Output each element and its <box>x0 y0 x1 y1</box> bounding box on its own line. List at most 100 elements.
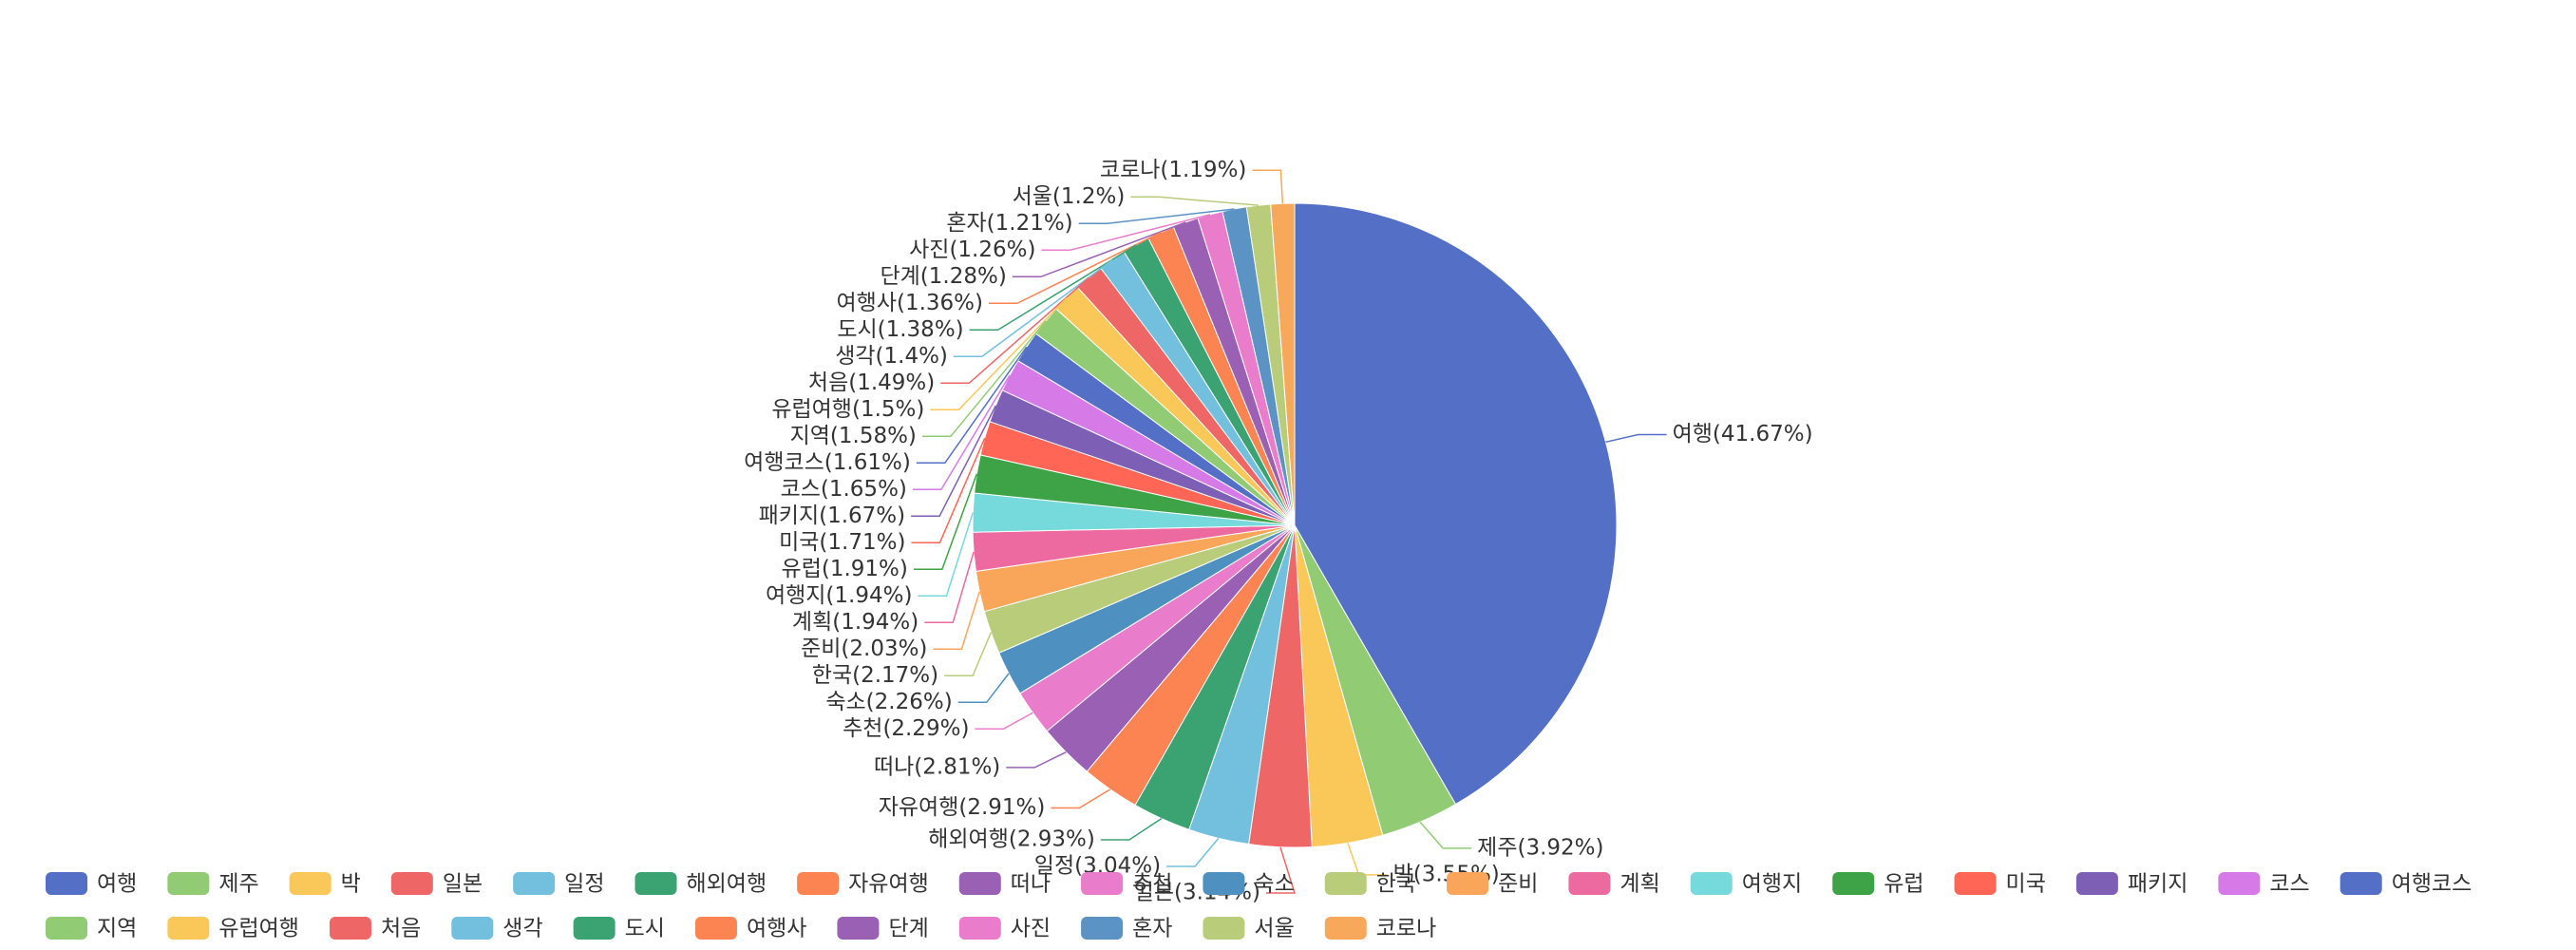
legend-swatch <box>694 917 737 940</box>
legend-swatch <box>2075 872 2118 895</box>
leader-line <box>989 231 1162 305</box>
legend-item[interactable]: 여행 <box>46 872 137 897</box>
legend-item[interactable]: 해외여행 <box>635 872 767 897</box>
legend-label: 코스 <box>2269 872 2309 897</box>
leader-line <box>913 473 978 571</box>
legend-item[interactable]: 여행사 <box>694 917 806 941</box>
legend-swatch <box>2218 872 2261 895</box>
leader-line <box>1100 818 1163 841</box>
legend-item[interactable]: 자유여행 <box>797 872 929 897</box>
slice-label: 여행지(1.94%) <box>766 583 913 608</box>
legend-swatch <box>2339 872 2382 895</box>
legend-item[interactable]: 처음 <box>329 917 421 941</box>
legend-swatch <box>1954 872 1997 895</box>
leader-line <box>1266 846 1297 894</box>
legend-swatch <box>1832 872 1875 895</box>
legend-swatch <box>390 872 433 895</box>
leader-line <box>1166 837 1220 867</box>
legend-swatch <box>837 917 880 940</box>
legend-swatch <box>1081 917 1124 940</box>
slice-label: 패키지(1.67%) <box>759 504 906 528</box>
legend-label: 준비 <box>1498 872 1538 897</box>
legend-label: 한국 <box>1376 872 1416 897</box>
legend-item[interactable]: 혼자 <box>1081 917 1172 941</box>
legend-item[interactable]: 단계 <box>837 917 929 941</box>
legend-swatch <box>573 917 616 940</box>
legend-item[interactable]: 여행코스 <box>2339 872 2472 897</box>
slice-label: 미국(1.71%) <box>779 530 905 555</box>
slice-label: 지역(1.58%) <box>790 424 917 448</box>
leader-line <box>911 405 996 518</box>
legend-item[interactable]: 도시 <box>573 917 665 941</box>
legend-label: 계획 <box>1619 872 1659 897</box>
slice-label: 코로나(1.19%) <box>1100 158 1247 182</box>
leader-line <box>1347 843 1388 876</box>
legend-swatch <box>513 872 556 895</box>
legend-swatch <box>1203 917 1245 940</box>
legend-item[interactable]: 미국 <box>1954 872 2046 897</box>
leader-line <box>1605 433 1667 444</box>
legend-label: 자유여행 <box>848 872 929 897</box>
legend-item[interactable]: 계획 <box>1568 872 1660 897</box>
legend-label: 숙소 <box>1254 872 1294 897</box>
legend-swatch <box>635 872 677 895</box>
legend-item[interactable]: 유럽 <box>1832 872 1924 897</box>
legend-label: 혼자 <box>1132 917 1172 941</box>
leader-line <box>940 276 1089 385</box>
slice-label: 코스(1.65%) <box>781 477 907 502</box>
slice-label: 서울(1.2%) <box>1013 184 1126 209</box>
legend-label: 일본 <box>443 872 483 897</box>
legend-item[interactable]: 코스 <box>2218 872 2310 897</box>
slice-label: 사진(1.26%) <box>909 238 1035 262</box>
slice-label: 혼자(1.21%) <box>946 211 1072 236</box>
legend-item[interactable]: 여행지 <box>1690 872 1802 897</box>
leader-line <box>975 712 1033 731</box>
slice-label: 숙소(2.26%) <box>825 690 952 714</box>
legend-label: 여행 <box>97 872 137 897</box>
legend-item[interactable]: 숙소 <box>1203 872 1295 897</box>
legend-item[interactable]: 사진 <box>958 917 1051 941</box>
leader-line <box>1252 169 1284 204</box>
pie-slice <box>1270 202 1296 526</box>
legend-item[interactable]: 서울 <box>1203 917 1295 941</box>
legend-item[interactable]: 패키지 <box>2075 872 2188 897</box>
slice-label: 여행(41.67%) <box>1673 422 1813 446</box>
legend-label: 생각 <box>502 917 542 941</box>
legend-label: 서울 <box>1254 917 1294 941</box>
legend-swatch <box>797 872 840 895</box>
legend-item[interactable]: 일정 <box>513 872 604 897</box>
legend-swatch <box>1690 872 1733 895</box>
legend-swatch <box>451 917 494 940</box>
legend-label: 추천 <box>1132 872 1172 897</box>
legend-label: 유럽여행 <box>218 917 299 941</box>
legend-item[interactable]: 한국 <box>1324 872 1416 897</box>
legend-swatch <box>1324 917 1367 940</box>
legend-item[interactable]: 떠나 <box>958 872 1051 897</box>
legend-label: 코로나 <box>1376 917 1436 941</box>
legend-swatch <box>167 917 210 940</box>
legend-swatch <box>289 872 331 895</box>
slice-label: 유럽여행(1.5%) <box>771 397 924 422</box>
legend-item[interactable]: 박 <box>289 872 361 897</box>
leader-line <box>924 551 975 624</box>
leader-line <box>1130 196 1260 206</box>
legend-label: 처음 <box>381 917 421 941</box>
legend-swatch <box>1568 872 1611 895</box>
legend-item[interactable]: 생각 <box>451 917 543 941</box>
legend-item[interactable]: 유럽여행 <box>167 917 299 941</box>
slice-label: 해외여행(2.93%) <box>928 827 1095 852</box>
legend-label: 단계 <box>888 917 928 941</box>
leader-line <box>1012 221 1186 278</box>
legend-item[interactable]: 일본 <box>390 872 483 897</box>
legend-item[interactable]: 코로나 <box>1324 917 1436 941</box>
leader-line <box>944 632 992 677</box>
legend-label: 유럽 <box>1884 872 1923 897</box>
legend-item[interactable]: 제주 <box>167 872 259 897</box>
legend-item[interactable]: 추천 <box>1081 872 1172 897</box>
leader-line <box>918 512 974 598</box>
legend-item[interactable]: 지역 <box>46 917 137 941</box>
slice-label: 제주(3.92%) <box>1477 835 1603 860</box>
slice-label: 단계(1.28%) <box>880 264 1006 289</box>
legend-item[interactable]: 준비 <box>1447 872 1538 897</box>
leader-line <box>1078 208 1235 225</box>
